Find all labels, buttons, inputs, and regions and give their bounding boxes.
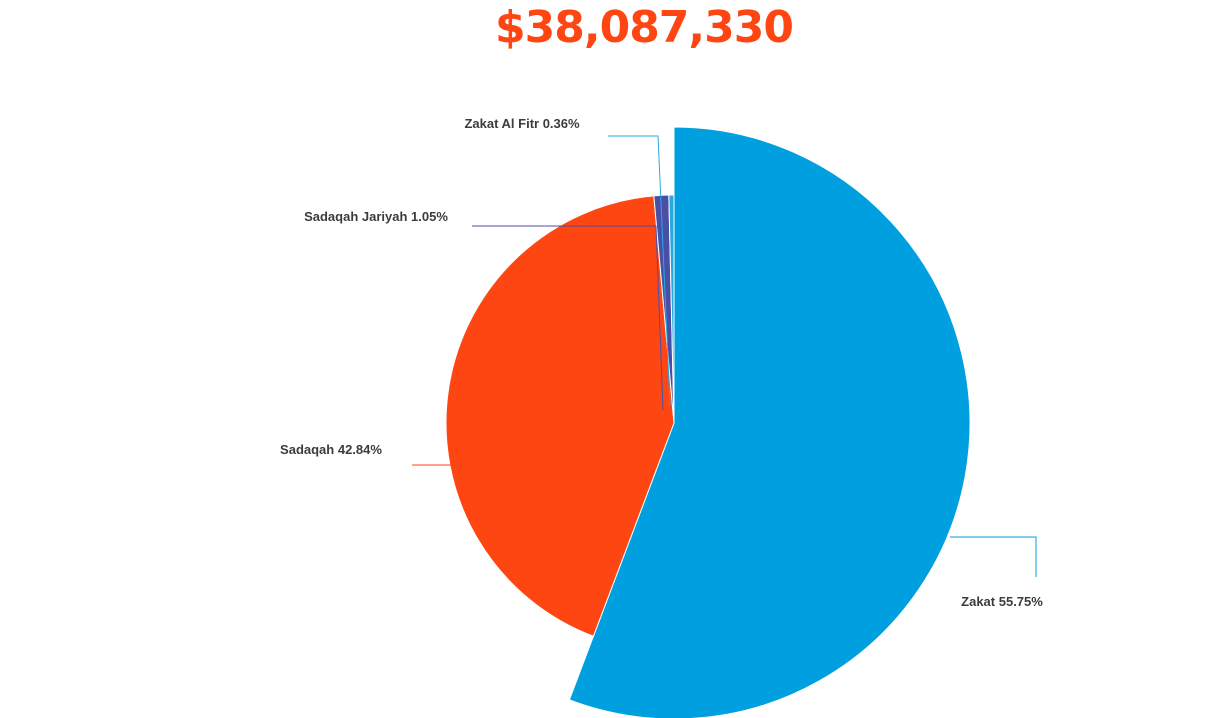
pie-slice-zakat [568, 126, 971, 718]
leader-line-zakat [950, 536, 1037, 577]
total-amount: $38,087,330 [495, 2, 794, 53]
leader-line-sadaqah-jariyah [472, 225, 664, 411]
pie-slice-zakat-al-fitr [668, 194, 675, 424]
slice-label-zakat: Zakat 55.75% [961, 594, 1043, 609]
slice-label-zakat-al-fitr: Zakat Al Fitr 0.36% [464, 116, 580, 131]
slice-labels: Zakat 55.75% Sadaqah 42.84% Sadaqah Jariya… [280, 116, 1043, 609]
leader-lines [412, 135, 1037, 577]
pie-slices [445, 126, 971, 718]
pie-slice-sadaqah [445, 195, 675, 637]
slice-label-sadaqah: Sadaqah 42.84% [280, 442, 382, 457]
slice-label-sadaqah-jariyah: Sadaqah Jariyah 1.05% [304, 209, 448, 224]
leader-line-zakat-al-fitr [608, 135, 671, 406]
